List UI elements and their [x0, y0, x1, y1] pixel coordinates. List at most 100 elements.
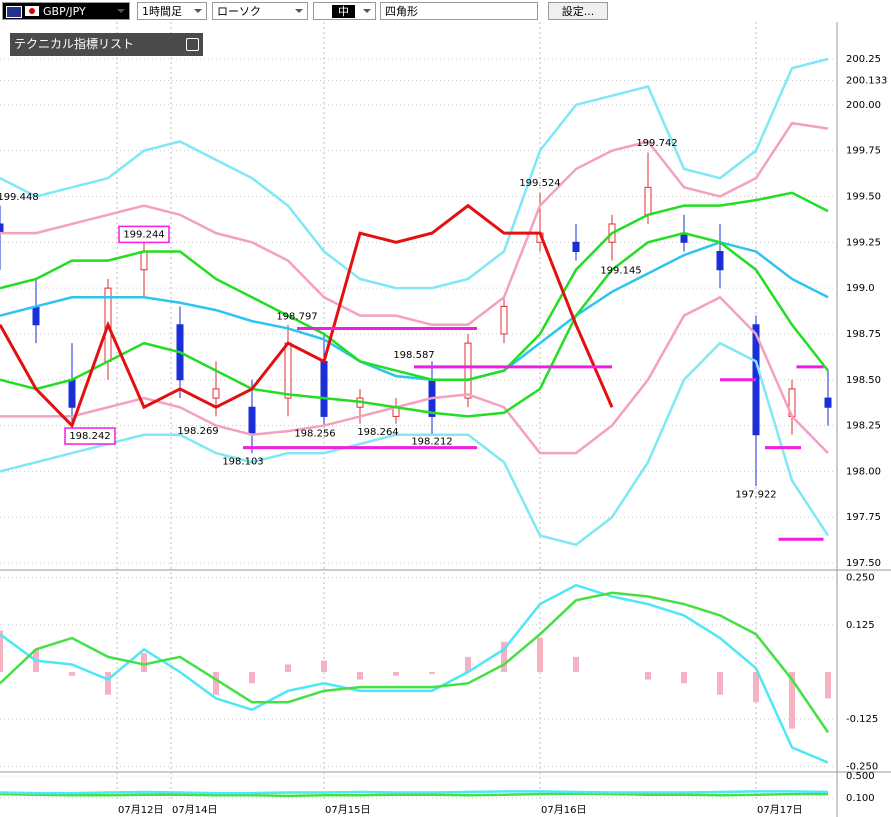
histogram-bar [681, 672, 687, 684]
y-tick-label: 198.75 [846, 329, 881, 340]
series-line [0, 57, 829, 290]
annotation-box [118, 225, 170, 244]
histogram-bar [789, 672, 795, 729]
y-tick-label: 200.133 [846, 75, 887, 86]
toggle-icon[interactable] [186, 38, 199, 51]
y-tick-label: 197.50 [846, 558, 881, 569]
annotation: 198.797 [276, 311, 317, 322]
candle-body [320, 360, 328, 417]
y-tick-label: 197.75 [846, 512, 881, 523]
annotation: 198.269 [177, 426, 218, 437]
size-select[interactable]: 中 [313, 2, 376, 20]
candle-body [248, 406, 256, 436]
candle-body [32, 305, 40, 326]
annotation-box [64, 427, 116, 445]
drawing-tool[interactable]: 四角形 [380, 2, 538, 20]
candle-body [572, 241, 580, 252]
timeframe-select[interactable]: 1時間足 [137, 2, 207, 20]
annotation: 198.212 [411, 437, 452, 448]
y-tick-label: -0.125 [846, 714, 878, 725]
x-tick-label: 07月15日 [325, 804, 370, 816]
series-line [0, 240, 829, 382]
histogram-bar [141, 653, 147, 672]
symbol: GBP/JPY [43, 5, 86, 18]
annotation: 198.103 [222, 457, 263, 468]
histogram-bar [69, 672, 75, 676]
histogram-bar [465, 656, 471, 672]
annotation: 198.264 [357, 427, 398, 438]
y-tick-label: 198.00 [846, 466, 881, 477]
histogram-bar [285, 664, 291, 672]
annotation: 199.244 [123, 229, 164, 240]
y-tick-label: 0.500 [846, 771, 875, 782]
y-tick-label: 199.75 [846, 146, 881, 157]
x-tick-label: 07月17日 [757, 804, 802, 816]
style-select[interactable]: ローソク [212, 2, 308, 20]
histogram-bar [105, 672, 111, 695]
x-tick-label: 07月12日 [118, 804, 163, 816]
series-line [0, 231, 829, 418]
flag-uk [6, 6, 22, 18]
series-line [0, 341, 830, 547]
candle-body [500, 305, 508, 335]
series-line [0, 203, 614, 429]
histogram-bar [645, 672, 651, 680]
series-line [0, 295, 829, 455]
candle-body [464, 342, 472, 399]
histogram-bar [537, 638, 543, 672]
histogram-bar [357, 672, 363, 680]
candle-body [644, 186, 652, 216]
y-tick-label: 0.100 [846, 793, 875, 804]
annotation: 197.922 [735, 490, 776, 501]
y-tick-label: 198.50 [846, 375, 881, 386]
y-tick-label: 199.50 [846, 191, 881, 202]
annotation: 199.145 [600, 266, 641, 277]
y-tick-label: 199.0 [846, 283, 875, 294]
histogram-bar [393, 672, 399, 676]
histogram-bar [249, 672, 255, 684]
candle-body [68, 379, 76, 408]
series-line [0, 790, 829, 795]
x-tick-label: 07月16日 [541, 804, 586, 816]
flag-jp [25, 6, 39, 16]
candle-body [716, 250, 724, 271]
annotation: 198.242 [69, 431, 110, 442]
histogram-bar [717, 672, 723, 695]
histogram-bar [753, 672, 759, 703]
y-tick-label: 0.125 [846, 620, 875, 631]
series-line [0, 121, 829, 327]
size: 中 [332, 5, 355, 18]
histogram-bar [213, 672, 219, 695]
y-tick-label: 200.00 [846, 100, 881, 111]
histogram-bar [501, 641, 507, 672]
series-line [0, 191, 829, 382]
histogram-bar [321, 660, 327, 672]
indicator-list[interactable]: テクニカル指標リスト [10, 33, 203, 56]
y-tick-label: 198.25 [846, 421, 881, 432]
x-tick-label: 07月14日 [172, 804, 217, 816]
histogram-bar [573, 656, 579, 672]
annotation: 198.587 [393, 350, 434, 361]
indicator-list-title: テクニカル指標リスト [14, 37, 135, 51]
y-tick-label: 199.25 [846, 237, 881, 248]
symbol-select[interactable]: GBP/JPY [2, 2, 130, 20]
candle-body [212, 388, 220, 399]
annotation: 199.524 [519, 178, 560, 189]
series-line [0, 583, 829, 764]
candle-body [824, 397, 832, 408]
y-tick-label: -0.250 [846, 761, 878, 772]
y-tick-label: 200.25 [846, 54, 881, 65]
histogram-bar [825, 672, 831, 699]
candle-body [284, 342, 292, 399]
settings-button[interactable]: 設定... [548, 2, 608, 20]
series-line [0, 591, 830, 734]
y-tick-label: 0.250 [846, 573, 875, 584]
annotation: 199.448 [0, 192, 39, 203]
histogram-bar [429, 672, 435, 674]
candle-body [140, 250, 148, 271]
annotation: 199.742 [636, 138, 677, 149]
histogram-bar [0, 630, 3, 672]
series-line [0, 792, 828, 798]
annotation: 198.256 [294, 428, 335, 439]
